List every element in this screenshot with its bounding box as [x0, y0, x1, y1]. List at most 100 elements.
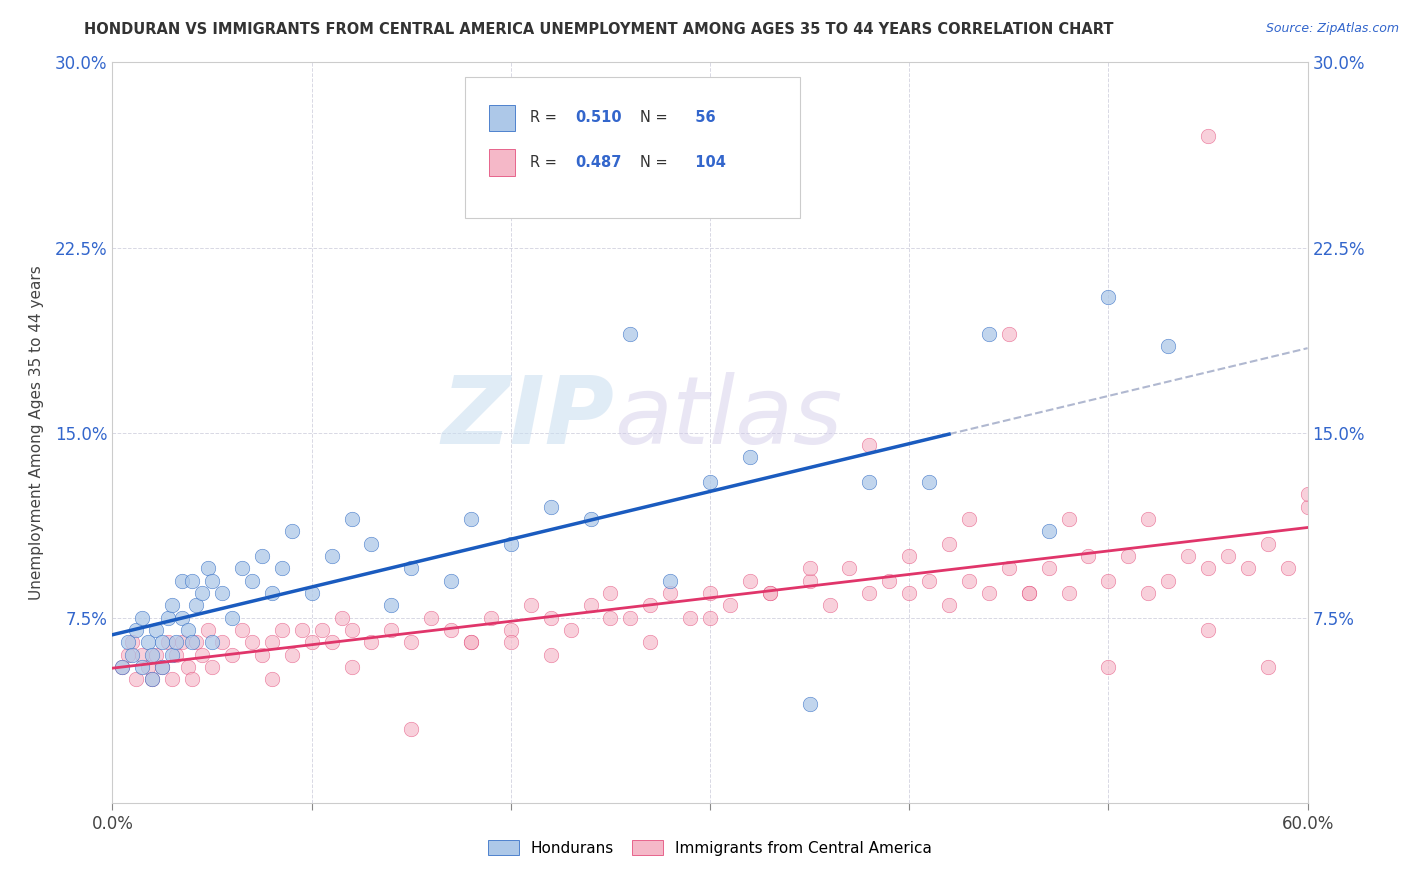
Point [1197, 561, 1219, 575]
Point [1296, 500, 1319, 514]
Point [165, 648, 187, 662]
Point [401, 635, 423, 649]
Point [1296, 487, 1319, 501]
Point [260, 586, 283, 600]
Point [260, 673, 283, 687]
FancyBboxPatch shape [489, 149, 515, 176]
Point [1097, 574, 1119, 588]
Point [157, 635, 180, 649]
Point [197, 623, 219, 637]
Point [977, 326, 1000, 341]
Point [1118, 549, 1140, 563]
Point [201, 635, 224, 649]
Point [221, 648, 243, 662]
Point [138, 660, 160, 674]
Point [186, 599, 208, 613]
Point [738, 450, 761, 465]
Point [181, 635, 204, 649]
Point [799, 561, 821, 575]
Point [340, 512, 363, 526]
Point [360, 635, 382, 649]
Point [1197, 129, 1219, 144]
FancyBboxPatch shape [489, 104, 515, 131]
Point [838, 561, 860, 575]
Point [659, 574, 682, 588]
Point [181, 673, 204, 687]
Point [460, 512, 482, 526]
Point [1257, 536, 1279, 550]
Point [172, 610, 194, 624]
Point [818, 599, 841, 613]
Point [221, 610, 243, 624]
Point [499, 623, 522, 637]
Point [111, 660, 134, 674]
Point [150, 660, 173, 674]
Point [340, 623, 363, 637]
Point [162, 648, 183, 662]
Point [1197, 623, 1219, 637]
Point [117, 635, 139, 649]
Point [858, 475, 880, 489]
Point [1018, 586, 1040, 600]
Point [177, 623, 200, 637]
Text: 104: 104 [685, 155, 725, 169]
Point [330, 610, 353, 624]
Point [117, 648, 139, 662]
Point [250, 648, 273, 662]
Text: 0.510: 0.510 [575, 111, 621, 126]
Point [201, 574, 224, 588]
Point [111, 660, 134, 674]
Point [619, 326, 641, 341]
Point [177, 660, 200, 674]
Point [1097, 660, 1119, 674]
Y-axis label: Unemployment Among Ages 35 to 44 years: Unemployment Among Ages 35 to 44 years [30, 265, 44, 600]
Point [619, 610, 641, 624]
Point [998, 561, 1021, 575]
Point [141, 673, 163, 687]
Point [898, 549, 921, 563]
Point [270, 623, 292, 637]
Point [231, 623, 253, 637]
Point [1038, 561, 1060, 575]
Text: R =: R = [530, 155, 561, 169]
Point [165, 635, 187, 649]
Point [121, 635, 143, 649]
Point [1157, 574, 1180, 588]
Point [250, 549, 273, 563]
Point [1018, 586, 1040, 600]
Point [145, 623, 167, 637]
Point [579, 512, 602, 526]
Text: N =: N = [640, 155, 672, 169]
Point [898, 586, 921, 600]
Point [145, 648, 167, 662]
Text: HONDURAN VS IMMIGRANTS FROM CENTRAL AMERICA UNEMPLOYMENT AMONG AGES 35 TO 44 YEA: HONDURAN VS IMMIGRANTS FROM CENTRAL AMER… [84, 22, 1114, 37]
Point [858, 438, 880, 452]
Point [799, 697, 821, 711]
Point [162, 599, 183, 613]
Point [150, 635, 173, 649]
Point [240, 635, 263, 649]
Point [957, 574, 980, 588]
Point [957, 512, 980, 526]
Point [141, 648, 163, 662]
Text: 0.487: 0.487 [575, 155, 621, 169]
Point [291, 623, 314, 637]
Point [699, 586, 721, 600]
Point [1038, 524, 1060, 539]
Point [1077, 549, 1099, 563]
Point [499, 536, 522, 550]
Point [738, 574, 761, 588]
Point [699, 475, 721, 489]
Point [231, 561, 253, 575]
Point [879, 574, 901, 588]
Point [759, 586, 782, 600]
Point [640, 635, 662, 649]
Point [211, 586, 233, 600]
Point [479, 610, 502, 624]
Point [499, 635, 522, 649]
Point [599, 610, 621, 624]
Point [718, 599, 741, 613]
Point [380, 623, 402, 637]
Point [191, 648, 214, 662]
Text: ZIP: ZIP [441, 372, 614, 464]
